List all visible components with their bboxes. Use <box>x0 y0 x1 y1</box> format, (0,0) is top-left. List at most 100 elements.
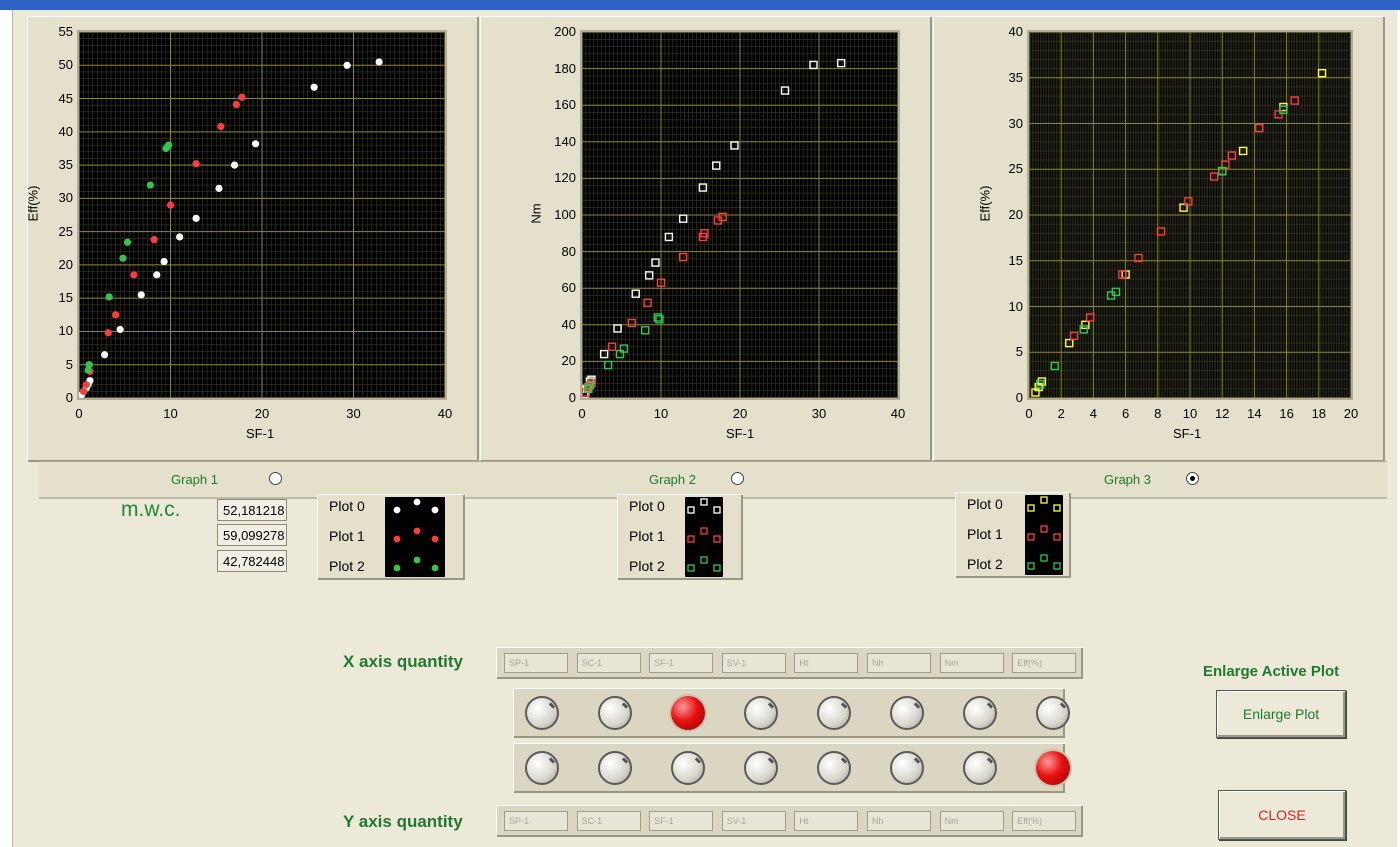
x-tick-label: 0 <box>1025 406 1033 421</box>
data-point-series-1 <box>112 311 120 319</box>
close-button[interactable]: CLOSE <box>1218 790 1346 840</box>
y-tick-label: 0 <box>65 390 73 405</box>
y-tick-label: 45 <box>58 90 73 106</box>
data-point-series-1 <box>79 387 88 395</box>
x-axis-knob-0[interactable] <box>525 696 559 730</box>
legend-plot-0-label: Plot 0 <box>967 496 1003 512</box>
enlarge-plot-button[interactable]: Enlarge Plot <box>1216 690 1346 738</box>
y-axis-quantity-names: SP-1 SC-1 SF-1 SV-1 Ht Nh Nm Eff(%) <box>496 805 1083 837</box>
legend-marker <box>713 564 721 572</box>
data-point-series-2 <box>603 360 613 370</box>
legend-marker <box>431 535 439 543</box>
data-point-series-2 <box>655 315 664 324</box>
data-point-series-1 <box>1227 151 1237 160</box>
data-point-series-2 <box>1079 325 1088 334</box>
x-tick-label: 0 <box>75 406 83 421</box>
data-point-series-2 <box>653 313 663 322</box>
quantity-box-4: Ht <box>794 653 859 673</box>
legend-plot-2-label: Plot 2 <box>629 558 665 574</box>
quantity-box-3: SV-1 <box>721 811 786 831</box>
data-point-series-1 <box>1209 172 1219 181</box>
y-tick-label: 160 <box>554 97 576 113</box>
data-point-series-2 <box>1217 166 1227 176</box>
data-point-series-0 <box>599 349 609 359</box>
data-point-series-2 <box>85 361 93 369</box>
legend-marker <box>393 535 401 543</box>
y-axis-knob-row <box>513 743 1070 793</box>
legend-plot-2-label: Plot 2 <box>967 556 1003 572</box>
y-axis-knob-0[interactable] <box>525 751 559 785</box>
data-point-series-1 <box>217 122 225 131</box>
graph-1-plot[interactable] <box>79 32 445 398</box>
graph-1-legend: Plot 0 Plot 1 Plot 2 <box>317 494 465 580</box>
graph-3-svg <box>1029 32 1351 398</box>
y-tick-label: 140 <box>554 133 576 149</box>
legend-markers <box>393 498 439 572</box>
y-tick-label: 0 <box>568 390 576 405</box>
main-window: Eff(%) SF-1 0 10 20 30 40 0 5 10 15 20 25 30 35 40 45 5… <box>12 10 1397 847</box>
y-tick-label: 15 <box>1008 252 1023 268</box>
data-point-series-0 <box>251 140 260 148</box>
legend-marker <box>1027 562 1035 570</box>
data-point-series-1 <box>1134 253 1143 263</box>
y-tick-label: 30 <box>58 190 73 206</box>
data-point-series-0 <box>651 258 660 267</box>
graph-1-xlabel: SF-1 <box>246 426 275 441</box>
graph-3-radio[interactable] <box>1186 472 1199 485</box>
y-axis-knob-5[interactable] <box>890 751 924 785</box>
data-point-series-2 <box>585 380 595 390</box>
y-axis-knob-6[interactable] <box>963 751 997 785</box>
x-tick-label: 40 <box>890 406 906 421</box>
data-point-series-0 <box>730 141 739 150</box>
y-axis-knob-4[interactable] <box>817 751 851 785</box>
x-axis-knob-5[interactable] <box>890 696 924 730</box>
legend-markers <box>687 498 721 572</box>
graph-3-plot[interactable] <box>1029 32 1351 398</box>
mwc-value-0[interactable]: 52,181218 <box>217 499 287 521</box>
y-axis-knob-2[interactable] <box>671 751 705 785</box>
x-tick-label: 20 <box>732 406 748 421</box>
data-point-series-1 <box>104 329 112 337</box>
legend-marker <box>1040 525 1048 533</box>
x-axis-knob-2[interactable] <box>671 696 705 730</box>
x-axis-knob-4[interactable] <box>817 696 851 730</box>
x-axis-knob-3[interactable] <box>744 696 778 730</box>
graph-2-plot[interactable] <box>582 32 898 398</box>
legend-marker <box>1053 533 1061 541</box>
quantity-box-7: Eff(%) <box>1012 811 1077 831</box>
x-tick-label: 20 <box>254 406 270 421</box>
y-tick-label: 100 <box>554 207 576 222</box>
x-axis-knob-6[interactable] <box>963 696 997 730</box>
data-point-series-2 <box>146 181 154 189</box>
data-point-series-2 <box>1036 380 1045 389</box>
mwc-value-2[interactable]: 42,782448 <box>217 550 287 572</box>
legend-marker <box>713 506 721 514</box>
data-point-series-0 <box>137 291 145 299</box>
data-point-series-0 <box>310 83 318 91</box>
data-point-series-1 <box>718 212 727 222</box>
y-tick-label: 25 <box>58 223 73 239</box>
data-point-series-0 <box>809 60 818 70</box>
graph-1-radio[interactable] <box>269 472 282 485</box>
y-tick-label: 35 <box>58 157 73 173</box>
quantity-box-5: Nh <box>867 653 931 673</box>
graph-2-radio[interactable] <box>731 472 744 485</box>
x-axis-knob-1[interactable] <box>598 696 632 730</box>
quantity-box-4: Ht <box>794 811 859 831</box>
mwc-label: m.w.c. <box>121 498 181 521</box>
legend-marker <box>1040 554 1048 562</box>
data-point-series-2 <box>119 254 127 262</box>
data-point-series-0 <box>176 233 184 241</box>
data-point-series-2 <box>619 344 629 353</box>
quantity-box-3: SV-1 <box>721 653 786 673</box>
y-axis-knob-3[interactable] <box>744 751 778 785</box>
y-tick-label: 20 <box>1008 207 1023 222</box>
mwc-value-1[interactable]: 59,099278 <box>217 524 287 546</box>
y-axis-knob-1[interactable] <box>598 751 632 785</box>
x-tick-label: 10 <box>163 406 178 421</box>
x-tick-label: 0 <box>578 406 586 421</box>
y-tick-label: 5 <box>65 356 73 372</box>
y-axis-knob-7[interactable] <box>1036 751 1070 785</box>
data-point-series-0 <box>712 161 721 170</box>
x-axis-knob-7[interactable] <box>1036 696 1070 730</box>
